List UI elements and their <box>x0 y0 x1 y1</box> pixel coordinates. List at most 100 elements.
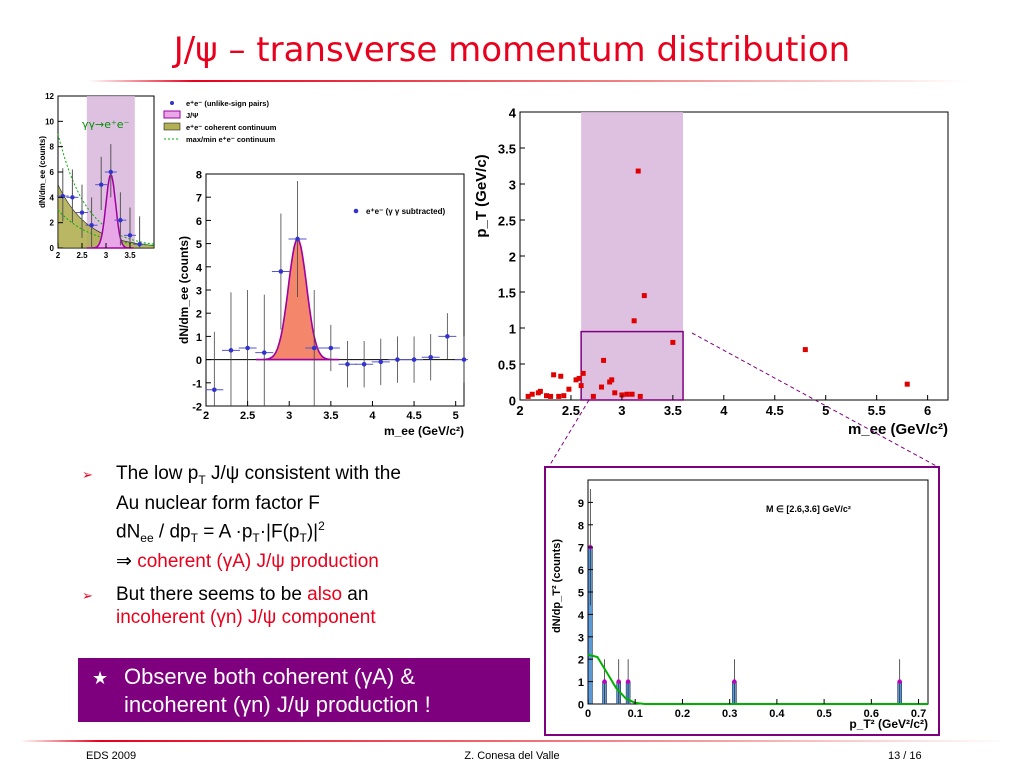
data-point <box>802 347 808 353</box>
bullet-line: The low pT J/ψ consistent with the <box>116 462 538 492</box>
y-tick-label: 1 <box>578 677 584 689</box>
data-point <box>99 182 104 187</box>
data-point <box>635 168 641 174</box>
highlight-text: incoherent (γn) J/ψ component <box>116 606 376 628</box>
x-tick-label: 2 <box>516 403 523 418</box>
data-point <box>551 372 557 378</box>
y-tick-label: 2 <box>50 219 55 228</box>
y-tick-label: 2 <box>509 250 516 265</box>
x-tick-label: 5 <box>453 410 459 422</box>
data-point <box>537 388 543 394</box>
text-run: The low p <box>116 463 199 484</box>
x-tick-label: 6 <box>924 403 931 418</box>
text-run: / dp <box>153 521 191 543</box>
highlight-text: also <box>307 583 343 605</box>
x-tick-label: 3 <box>104 251 109 260</box>
fit-curve <box>587 653 928 705</box>
x-tick-label: 4 <box>369 410 376 422</box>
plot-subtracted-mass-svg: 2 2.5 3 3.5 4 4.5 5 -2 -1 0 1 2 3 4 5 6 7 8 e⁺e⁻ (γ γ subt… <box>176 162 468 442</box>
data-point <box>897 679 902 684</box>
data-point <box>137 242 142 247</box>
y-tick-label: 0 <box>509 394 516 409</box>
observation-line: Observe both coherent (γA) & <box>124 664 416 689</box>
jpsi-mass-band <box>581 112 684 400</box>
data-point <box>619 392 625 398</box>
data-point <box>641 293 647 299</box>
x-tick-label: 0.6 <box>864 708 879 720</box>
y-tick-label: 0 <box>50 244 55 253</box>
footer-left: EDS 2009 <box>86 750 137 762</box>
data-point <box>108 169 114 175</box>
data-point <box>629 391 635 397</box>
data-point <box>602 679 607 684</box>
y-tick-label: 9 <box>578 498 584 510</box>
y-axis-label: dN/dm_ee (counts) <box>177 236 191 344</box>
data-point <box>556 393 562 399</box>
legend-entry: e⁺e⁻ coherent continuum <box>186 123 277 132</box>
footer-page-number: 13 / 16 <box>888 750 922 762</box>
data-point <box>580 370 586 376</box>
y-tick-label: 3.5 <box>498 142 516 157</box>
legend-marker <box>353 208 359 214</box>
legend-marker <box>163 110 181 119</box>
gamma-gamma-annotation: γγ→e⁺e⁻ <box>82 118 130 131</box>
x-tick-label: 5 <box>822 403 829 418</box>
plot-background <box>176 162 468 442</box>
zoom-connector-right <box>691 332 941 469</box>
observation-line: incoherent (γn) J/ψ production ! <box>124 692 431 717</box>
bullet-list: ➢ The low pT J/ψ consistent with the Au … <box>78 462 538 639</box>
data-point <box>558 373 564 379</box>
data-point <box>904 381 910 387</box>
y-axis-label: dN/dp_T² (counts) <box>551 539 563 633</box>
x-tick-label: 2.5 <box>240 410 255 422</box>
data-point <box>411 357 417 362</box>
subscript: T <box>190 530 198 545</box>
data-point <box>525 393 531 399</box>
data-point <box>624 391 630 397</box>
x-axis-label: m_ee (GeV/c²) <box>848 421 948 438</box>
y-tick-label: 5 <box>196 239 202 251</box>
x-tick-label: 3.5 <box>664 403 682 418</box>
x-tick-label: 4.5 <box>406 410 421 422</box>
data-point <box>601 357 607 363</box>
legend-entry: J/Ψ <box>186 111 198 120</box>
bullet-arrow-icon: ➢ <box>82 467 93 482</box>
x-tick-label: 0.3 <box>722 708 737 720</box>
y-tick-label: 8 <box>50 143 55 152</box>
subscript: T <box>299 530 307 545</box>
superscript: 2 <box>318 518 325 533</box>
data-point <box>278 269 284 274</box>
plot-background <box>470 98 954 442</box>
data-point <box>461 357 467 362</box>
data-point <box>428 354 434 360</box>
footer-center: Z. Conesa del Valle <box>464 750 560 762</box>
data-point <box>118 217 123 223</box>
plot-pt2-distribution: 0 0.1 0.2 0.3 0.4 0.5 0.6 0.7 0 1 2 3 4 5 6 7 8 9 M ∈ [2.6… <box>544 466 940 736</box>
y-axis-label: dN/dm_ee (counts) <box>38 136 47 208</box>
data-point <box>625 679 631 684</box>
zoom-region-box <box>580 330 684 401</box>
y-tick-label: 6 <box>196 216 202 228</box>
y-tick-label: 2 <box>578 655 584 667</box>
y-tick-label: 3 <box>509 178 516 193</box>
y-tick-label: 4 <box>509 106 517 121</box>
y-tick-label: 1 <box>196 332 202 344</box>
x-tick-label: 0.5 <box>816 708 831 720</box>
data-point <box>576 375 582 381</box>
x-tick-label: 3 <box>618 403 625 418</box>
text-run: = A ·p <box>197 521 253 543</box>
highlight-text: coherent (γA) J/ψ production <box>137 550 379 572</box>
x-tick-label: 3.5 <box>124 251 136 260</box>
plot-pt-vs-mass-svg: 2 2.5 3 3.5 4 4.5 5 5.5 6 0 0.5 1 1.5 2 2.5 3 3.5 4 p_T (G… <box>470 98 954 442</box>
text-run: But there seems to be <box>116 583 308 605</box>
y-tick-label: 1 <box>509 322 516 337</box>
data-point <box>228 348 234 353</box>
data-point <box>395 357 400 362</box>
zoom-panel-border <box>544 466 940 736</box>
data-point <box>543 393 549 399</box>
data-point <box>378 359 384 365</box>
footer-rule <box>20 740 1010 742</box>
x-tick-label: 2 <box>56 251 61 260</box>
bullet-line: Au nuclear form factor F <box>116 492 320 514</box>
